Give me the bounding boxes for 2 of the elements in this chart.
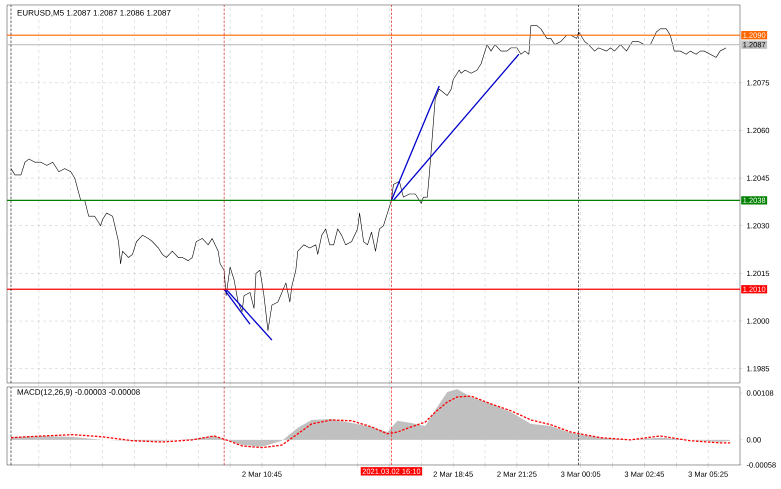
text: EURUSD,M5 1.2087 1.2087 1.2086 1.2087 (18, 10, 170, 17)
chart-title: MACD(12,26,9) -0.00003 -0.00008 (18, 388, 140, 396)
